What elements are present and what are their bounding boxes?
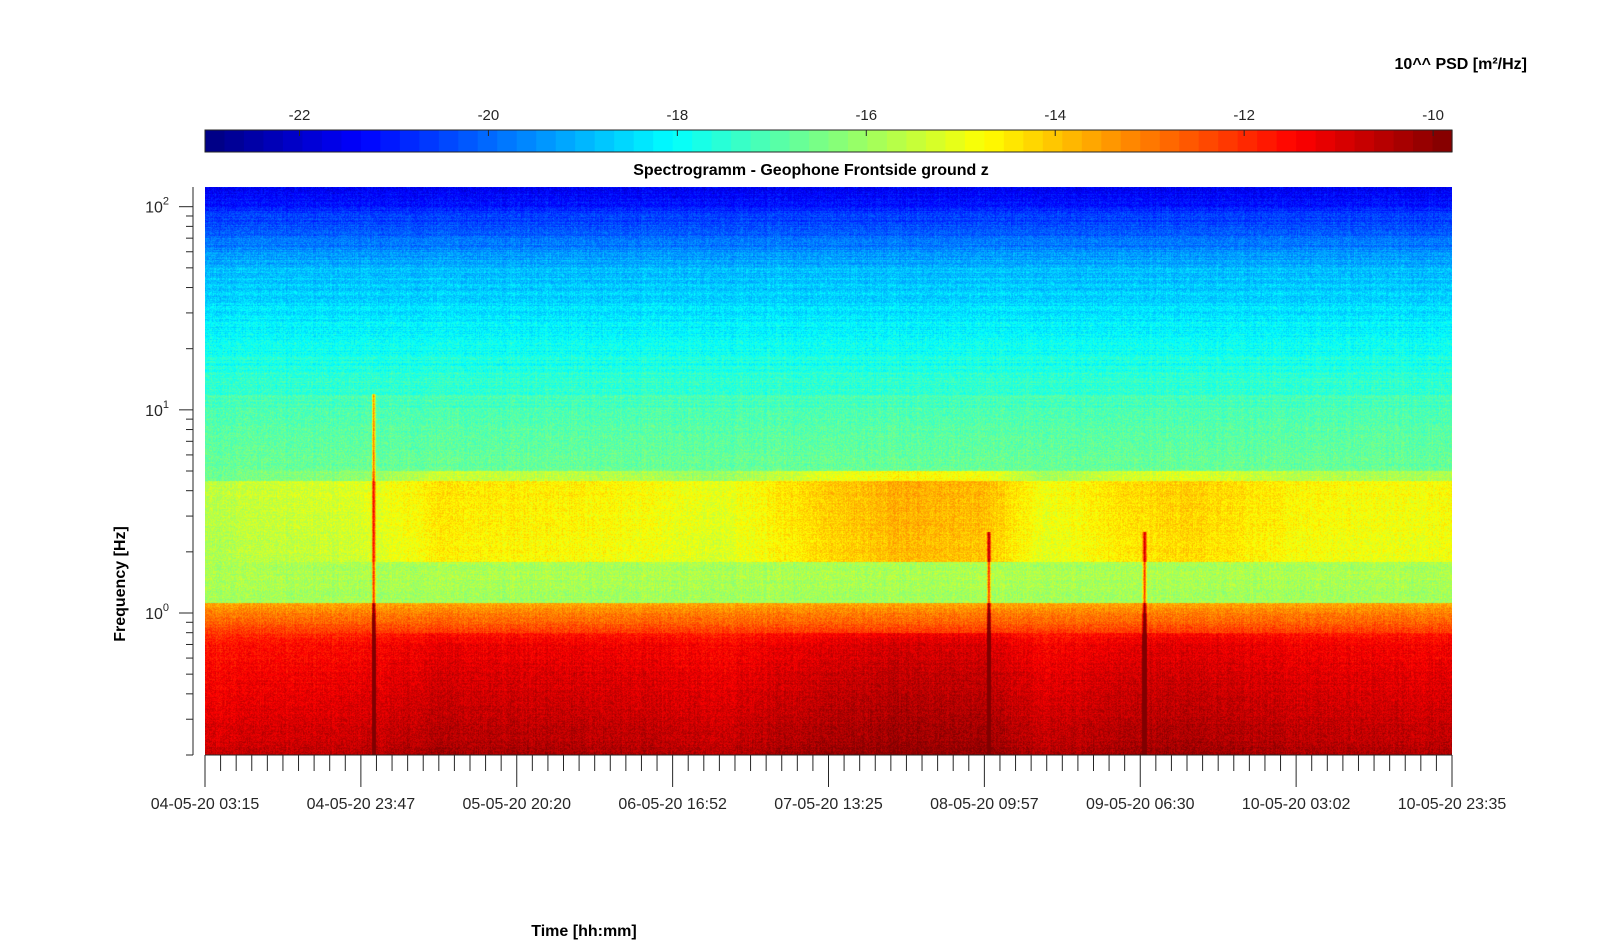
- colorbar-segment: [1393, 130, 1414, 152]
- colorbar-segment: [1276, 130, 1297, 152]
- colorbar-segment: [1335, 130, 1356, 152]
- colorbar-label: 10^^ PSD [m²/Hz]: [1395, 56, 1527, 73]
- colorbar-segment: [243, 130, 265, 152]
- x-tick-label: 08-05-20 09:57: [930, 796, 1039, 813]
- colorbar-segment: [536, 130, 557, 152]
- colorbar-frame: [204, 129, 1453, 153]
- colorbar-segment: [438, 130, 459, 152]
- y-tick-label: 101: [145, 399, 169, 420]
- x-tick-label: 06-05-20 16:52: [618, 796, 727, 813]
- colorbar-segment: [809, 130, 830, 152]
- colorbar-tick-label: -10: [1422, 107, 1444, 124]
- colorbar-segment: [945, 130, 966, 152]
- x-tick-label: 07-05-20 13:25: [774, 796, 883, 813]
- colorbar-segment: [1257, 130, 1278, 152]
- colorbar-tick-label: -14: [1044, 107, 1066, 124]
- colorbar-segment: [1374, 130, 1395, 152]
- colorbar-segment: [925, 130, 946, 152]
- colorbar-segment: [1296, 130, 1317, 152]
- colorbar-tick-label: -18: [667, 107, 689, 124]
- x-tick-label: 09-05-20 06:30: [1086, 796, 1195, 813]
- chart-title: Spectrogramm - Geophone Frontside ground…: [633, 162, 989, 179]
- colorbar-segment: [555, 130, 576, 152]
- x-tick-label: 04-05-20 23:47: [307, 796, 416, 813]
- colorbar-segment: [1062, 130, 1083, 152]
- colorbar-segment: [399, 130, 420, 152]
- x-tick-label: 10-05-20 23:35: [1398, 796, 1507, 813]
- colorbar-segment: [263, 130, 284, 152]
- colorbar-segment: [1432, 130, 1453, 152]
- colorbar-segment: [614, 130, 635, 152]
- colorbar-segment: [750, 130, 771, 152]
- colorbar-segment: [847, 130, 869, 152]
- colorbar-segment: [633, 130, 654, 152]
- colorbar-tick-label: -22: [289, 107, 311, 124]
- colorbar-segment: [1081, 130, 1102, 152]
- colorbar-segment: [1315, 130, 1336, 152]
- colorbar-segment: [516, 130, 537, 152]
- colorbar-segment: [1413, 130, 1434, 152]
- colorbar-tick-label: -20: [478, 107, 500, 124]
- colorbar-segment: [419, 130, 440, 152]
- colorbar-segment: [886, 130, 908, 152]
- colorbar-segment: [1218, 130, 1239, 152]
- colorbar-tick-label: -16: [855, 107, 877, 124]
- colorbar-segment: [205, 130, 226, 152]
- colorbar-segment: [1354, 130, 1375, 152]
- spectrogram-plot-area: [205, 187, 1452, 755]
- colorbar-segment: [1140, 130, 1161, 152]
- colorbar-segment: [1120, 130, 1141, 152]
- colorbar-tick-label: -12: [1233, 107, 1255, 124]
- colorbar-segment: [672, 130, 693, 152]
- colorbar-segment: [380, 130, 401, 152]
- colorbar-segment: [984, 130, 1005, 152]
- y-axis-label: Frequency [Hz]: [112, 526, 129, 642]
- x-tick-label: 04-05-20 03:15: [151, 796, 260, 813]
- colorbar-segment: [711, 130, 732, 152]
- colorbar-segment: [828, 130, 849, 152]
- colorbar-segment: [1237, 130, 1258, 152]
- colorbar-segment: [731, 130, 752, 152]
- colorbar-segment: [224, 130, 245, 152]
- colorbar-segment: [321, 130, 342, 152]
- colorbar-segment: [906, 130, 927, 152]
- colorbar-segment: [1101, 130, 1122, 152]
- x-tick-label: 10-05-20 03:02: [1242, 796, 1351, 813]
- colorbar-segment: [1042, 130, 1063, 152]
- colorbar-segment: [789, 130, 810, 152]
- colorbar-segment: [302, 130, 323, 152]
- colorbar-segment: [1198, 130, 1219, 152]
- colorbar-segment: [594, 130, 615, 152]
- colorbar-segment: [1023, 130, 1044, 152]
- spectrogram-heatmap: [205, 187, 1452, 755]
- colorbar-segment: [497, 130, 518, 152]
- colorbar-segment: [867, 130, 888, 152]
- colorbar-segment: [360, 130, 381, 152]
- colorbar-segment: [1159, 130, 1180, 152]
- colorbar-segment: [770, 130, 791, 152]
- y-tick-label: 102: [145, 196, 169, 217]
- colorbar-segment: [477, 130, 498, 152]
- x-tick-label: 05-05-20 20:20: [462, 796, 571, 813]
- y-tick-label: 100: [145, 602, 169, 623]
- colorbar-segment: [575, 130, 596, 152]
- colorbar-segment: [964, 130, 985, 152]
- x-axis: 04-05-20 03:15 04-05-20 23:47 05-05-20 20:…: [151, 754, 1507, 813]
- x-axis-label: Time [hh:mm]: [531, 923, 636, 940]
- colorbar-ticks: -22 -20 -18 -16 -14 -12 -10: [289, 107, 1444, 136]
- colorbar-segment: [1003, 130, 1024, 152]
- colorbar-segment: [341, 130, 362, 152]
- y-axis: 100 101 102: [145, 187, 194, 756]
- colorbar-segment: [1179, 130, 1200, 152]
- colorbar-segment: [282, 130, 304, 152]
- colorbar-segment: [458, 130, 479, 152]
- colorbar-segment: [692, 130, 713, 152]
- colorbar: [204, 129, 1453, 153]
- colorbar-segment: [653, 130, 674, 152]
